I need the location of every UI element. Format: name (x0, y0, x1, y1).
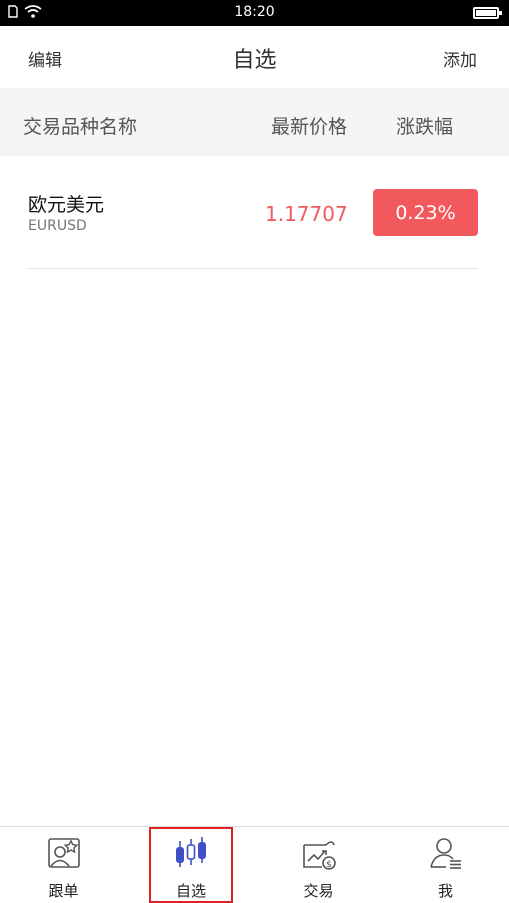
edit-button[interactable]: 编辑 (28, 51, 62, 71)
tab-trade[interactable]: $ 交易 (255, 827, 382, 903)
tab-label: 自选 (175, 882, 206, 900)
column-header-price[interactable]: 最新价格 (271, 116, 348, 138)
tab-label: 我 (437, 882, 453, 900)
status-icons (8, 5, 42, 18)
nav-header: 编辑 自选 添加 (0, 26, 509, 88)
latest-price: 1.17707 (265, 202, 348, 226)
tab-label: 交易 (303, 882, 334, 900)
change-badge[interactable]: 0.23% (373, 189, 478, 236)
tab-me[interactable]: 我 (382, 827, 509, 903)
trade-icon: $ (302, 841, 336, 870)
status-time: 18:20 (234, 4, 275, 20)
wifi-icon (24, 5, 42, 18)
user-icon (429, 838, 461, 869)
column-header-change[interactable]: 涨跌幅 (396, 116, 454, 138)
svg-text:$: $ (326, 860, 332, 870)
tab-label: 跟单 (48, 882, 79, 900)
tab-watchlist[interactable]: 自选 (149, 827, 233, 903)
candlestick-icon (176, 837, 206, 867)
table-header: 交易品种名称 最新价格 涨跌幅 (0, 88, 509, 156)
instrument-name: 欧元美元 (28, 194, 105, 216)
status-bar: 18:20 (0, 0, 509, 26)
sim-icon (8, 5, 18, 18)
instrument-code: EURUSD (28, 218, 87, 234)
column-header-name: 交易品种名称 (23, 116, 138, 138)
tab-follow[interactable]: 跟单 (0, 827, 127, 903)
add-button[interactable]: 添加 (443, 51, 477, 71)
battery-icon (473, 7, 502, 19)
follow-icon (47, 838, 80, 868)
watchlist-row[interactable]: 欧元美元 EURUSD 1.17707 0.23% (28, 156, 478, 269)
page-title: 自选 (232, 48, 277, 73)
bottom-tab-bar: 跟单 自选 $ 交易 (0, 826, 509, 903)
